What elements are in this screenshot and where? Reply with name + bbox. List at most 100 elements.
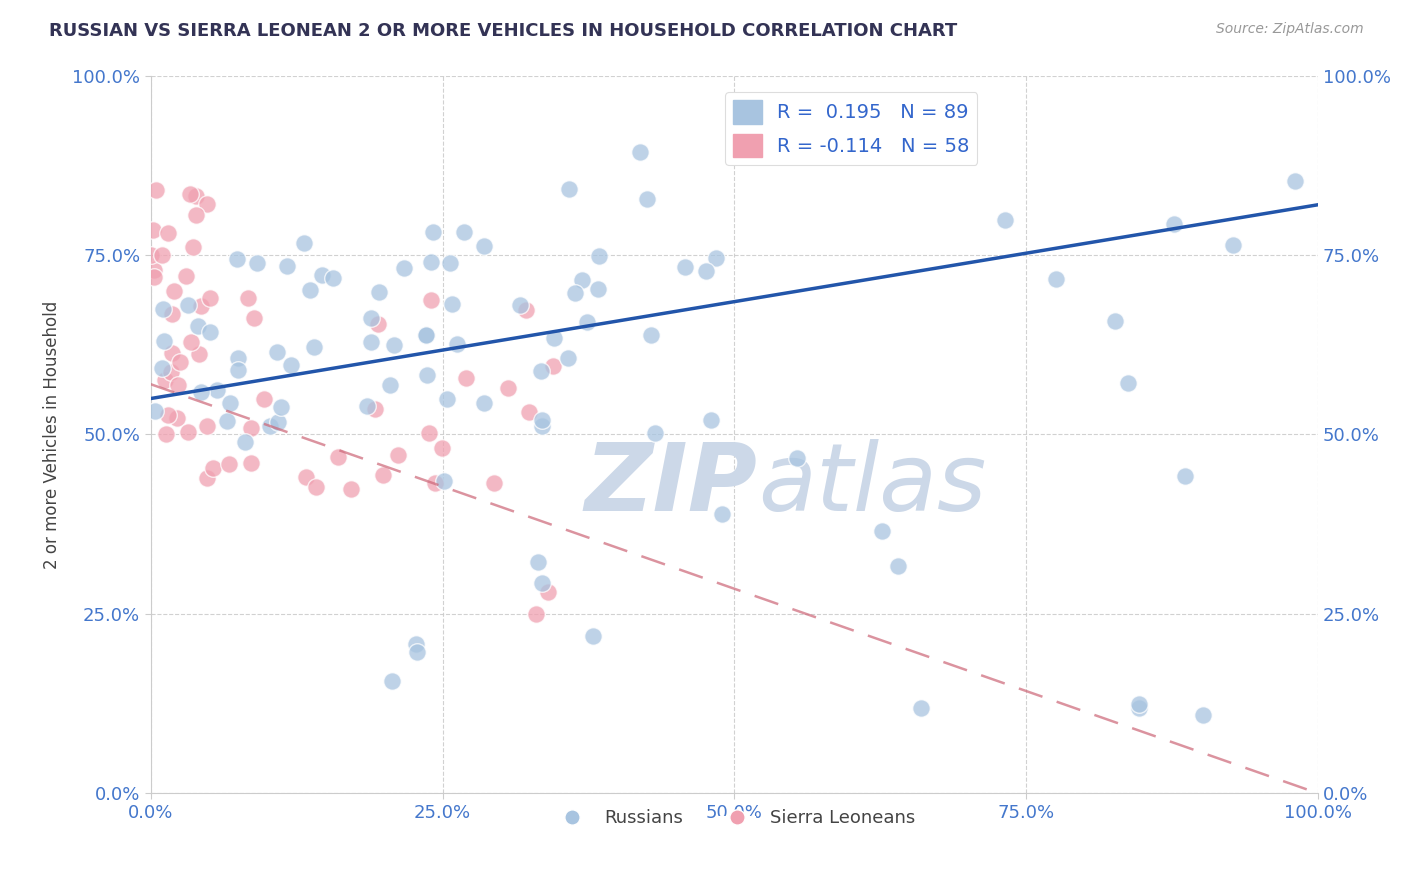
Point: [166, 411, 188, 425]
Point: [267, 416, 290, 430]
Point: [870, 524, 893, 539]
Point: [302, 340, 325, 354]
Point: [1174, 469, 1197, 483]
Point: [543, 331, 565, 345]
Point: [152, 301, 174, 316]
Point: [253, 392, 276, 406]
Point: [240, 456, 263, 470]
Point: [588, 282, 610, 296]
Point: [456, 371, 478, 385]
Point: [496, 382, 519, 396]
Point: [259, 419, 281, 434]
Point: [575, 315, 598, 329]
Point: [143, 269, 166, 284]
Point: [517, 405, 540, 419]
Point: [387, 448, 409, 462]
Point: [415, 328, 437, 343]
Point: [167, 377, 190, 392]
Point: [160, 346, 183, 360]
Point: [294, 470, 316, 484]
Text: ZIP: ZIP: [585, 439, 758, 531]
Point: [246, 256, 269, 270]
Point: [420, 293, 443, 307]
Point: [360, 335, 382, 350]
Point: [416, 368, 439, 382]
Point: [174, 269, 197, 284]
Point: [177, 425, 200, 440]
Point: [145, 183, 167, 197]
Point: [524, 607, 547, 621]
Point: [276, 259, 298, 273]
Point: [292, 236, 315, 251]
Point: [423, 476, 446, 491]
Point: [1128, 701, 1150, 715]
Point: [177, 298, 200, 312]
Point: [700, 412, 723, 426]
Point: [190, 300, 212, 314]
Point: [384, 338, 406, 352]
Point: [531, 413, 554, 427]
Point: [233, 434, 256, 449]
Point: [198, 325, 221, 339]
Point: [187, 347, 209, 361]
Point: [527, 555, 550, 569]
Point: [207, 383, 229, 397]
Point: [564, 285, 586, 300]
Point: [157, 409, 180, 423]
Point: [160, 365, 183, 379]
Point: [239, 420, 262, 434]
Point: [180, 335, 202, 350]
Legend: Russians, Sierra Leoneans: Russians, Sierra Leoneans: [547, 802, 922, 835]
Point: [704, 251, 727, 265]
Point: [474, 396, 496, 410]
Point: [406, 645, 429, 659]
Point: [472, 239, 495, 253]
Point: [1192, 708, 1215, 723]
Point: [453, 225, 475, 239]
Point: [419, 255, 441, 269]
Point: [266, 345, 288, 359]
Point: [571, 273, 593, 287]
Point: [1118, 376, 1140, 390]
Point: [415, 328, 437, 343]
Point: [190, 384, 212, 399]
Point: [184, 189, 207, 203]
Point: [201, 461, 224, 475]
Point: [217, 414, 239, 428]
Point: [381, 673, 404, 688]
Point: [360, 310, 382, 325]
Point: [530, 364, 553, 378]
Point: [368, 285, 391, 300]
Point: [143, 262, 166, 277]
Point: [640, 327, 662, 342]
Point: [436, 392, 458, 406]
Point: [673, 260, 696, 274]
Text: RUSSIAN VS SIERRA LEONEAN 2 OR MORE VEHICLES IN HOUSEHOLD CORRELATION CHART: RUSSIAN VS SIERRA LEONEAN 2 OR MORE VEHI…: [49, 22, 957, 40]
Point: [392, 260, 415, 275]
Point: [150, 360, 173, 375]
Point: [557, 351, 579, 365]
Point: [1163, 217, 1185, 231]
Point: [363, 401, 385, 416]
Point: [405, 637, 427, 651]
Point: [163, 284, 186, 298]
Point: [1222, 237, 1244, 252]
Point: [886, 558, 908, 573]
Point: [198, 291, 221, 305]
Point: [994, 213, 1017, 227]
Point: [582, 629, 605, 643]
Y-axis label: 2 or more Vehicles in Household: 2 or more Vehicles in Household: [44, 301, 60, 568]
Point: [243, 311, 266, 326]
Point: [142, 223, 165, 237]
Point: [588, 249, 610, 263]
Point: [311, 268, 333, 282]
Point: [236, 291, 259, 305]
Point: [195, 471, 218, 485]
Point: [153, 373, 176, 387]
Point: [228, 351, 250, 365]
Point: [628, 145, 651, 159]
Point: [298, 283, 321, 297]
Point: [636, 192, 658, 206]
Point: [187, 319, 209, 334]
Point: [441, 296, 464, 310]
